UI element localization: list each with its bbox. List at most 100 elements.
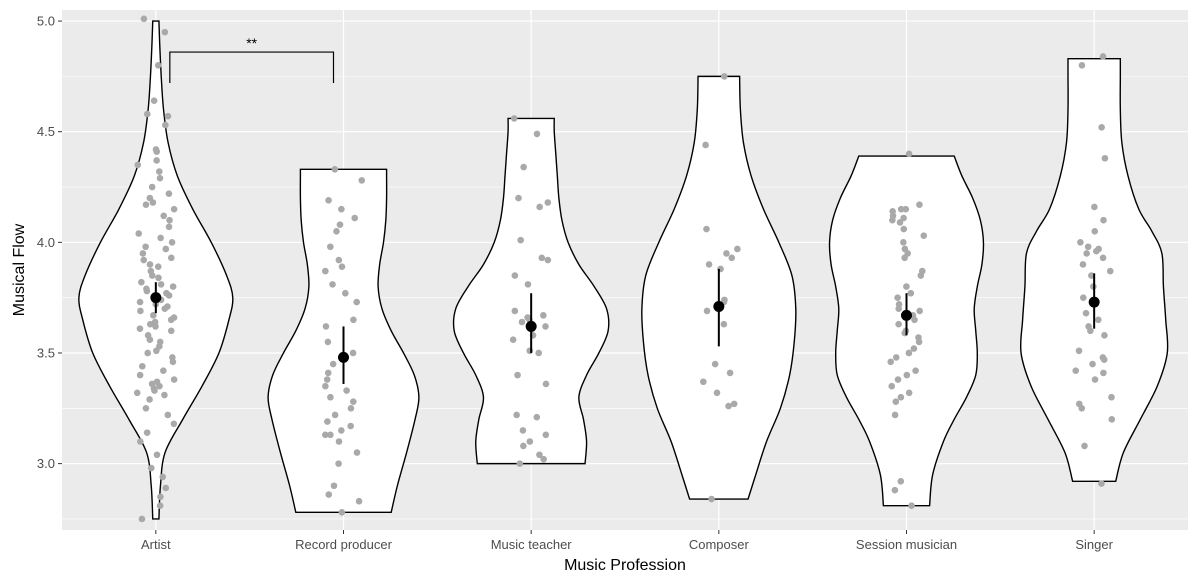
data-point [524,281,532,288]
data-point [912,367,919,374]
data-point [161,28,169,36]
data-point [1098,123,1105,131]
data-point [139,250,147,257]
data-point [165,223,173,231]
data-point [151,387,158,394]
data-point [157,493,164,501]
data-point [889,216,896,224]
data-point [327,243,334,251]
data-point [338,509,346,516]
x-tick-label: Session musician [856,537,957,552]
data-point [162,121,169,129]
y-axis-ticks: 3.0 3.5 4.0 4.5 5.0 [37,14,62,471]
data-point [720,320,728,328]
data-point [335,256,343,264]
data-point [150,312,157,319]
data-point [1089,360,1096,368]
data-point [1100,216,1107,224]
violin [1019,57,1169,483]
data-point [711,360,719,368]
data-point [153,451,161,459]
data-point [908,502,915,509]
data-point [513,411,520,419]
data-point [135,230,142,237]
x-tick-label: Composer [689,537,750,552]
violins [78,20,1169,520]
data-point [153,347,160,355]
data-point [916,307,924,315]
x-tick-label: Record producer [295,537,392,552]
data-point [519,427,527,434]
data-point [911,316,918,324]
data-point [1088,272,1095,279]
data-point [533,130,541,138]
data-point [897,205,905,213]
data-point [322,323,330,330]
mean-point [150,292,162,304]
data-point [700,378,707,386]
data-point [705,261,713,268]
data-point [154,62,162,69]
data-point [540,455,547,463]
data-point [1075,347,1083,355]
data-point [156,168,163,175]
data-point [518,318,526,326]
data-point [134,161,142,169]
data-point [338,205,345,213]
data-point [1084,243,1092,251]
data-point [544,199,552,206]
data-point [324,418,331,425]
data-point [349,398,357,405]
y-axis-title: Musical Flow [11,223,28,316]
data-point [139,362,146,370]
data-point [891,486,899,494]
y-tick-label: 3.5 [37,345,55,360]
data-point [726,369,734,377]
data-point [331,166,339,173]
data-point [136,298,144,306]
data-point [157,281,165,288]
data-point [1077,239,1084,246]
data-point [324,369,332,377]
data-point [713,389,721,397]
data-point [1099,254,1107,262]
data-point [1101,154,1109,162]
data-point [167,254,175,262]
data-point [152,323,159,330]
data-point [162,245,170,253]
data-point [138,278,145,286]
data-point [136,325,144,332]
data-point [156,382,163,390]
data-point [703,307,711,315]
data-point [335,438,343,445]
data-point [327,431,334,439]
data-point [1091,227,1099,235]
data-point [136,371,144,379]
data-point [160,367,167,374]
data-point [143,287,151,295]
data-point [509,336,517,344]
data-point [137,307,144,315]
data-point [1101,331,1108,339]
data-point [900,239,907,246]
plot-panel [62,10,1188,530]
data-point [146,320,154,328]
data-point [358,177,366,184]
data-point [133,389,141,397]
data-point [338,427,345,434]
data-point [170,376,178,383]
data-point [156,174,164,182]
data-point [343,387,350,394]
data-point [162,484,170,492]
data-point [333,227,340,235]
data-point [540,312,547,319]
data-point [900,225,908,233]
data-point [1091,376,1099,383]
data-point [353,449,361,456]
data-point [897,478,905,485]
data-point [350,316,357,324]
data-point [533,413,541,421]
x-tick-label: Singer [1075,537,1113,552]
data-point [542,431,550,439]
data-point [165,190,173,197]
